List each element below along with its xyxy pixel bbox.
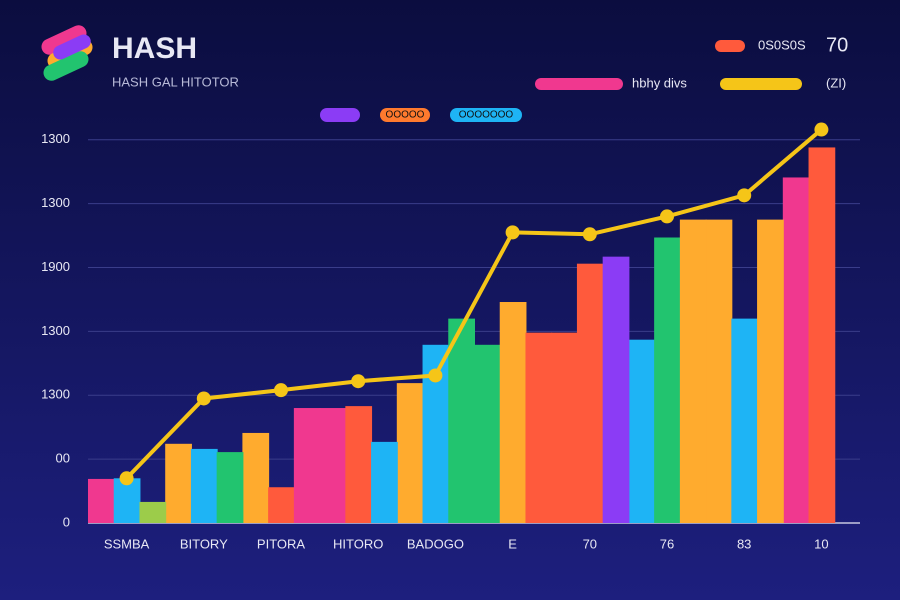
bar [576,263,604,523]
bar [319,408,347,523]
bar [293,408,321,523]
bar [474,344,501,523]
legend-pill [320,108,360,122]
legend-label: 0S0S0S [758,37,806,52]
logo [41,25,93,81]
bar [602,256,630,523]
x-tick-label: PITORA [257,536,305,551]
bar [628,339,656,523]
bar [165,443,192,523]
legend-label: (ZI) [826,75,846,90]
legend-pill [380,108,430,122]
x-tick-label: BADOGO [407,536,464,551]
bar [190,448,218,523]
x-tick-label: 76 [660,536,674,551]
y-tick-label: 1300 [41,323,70,338]
bar [268,487,295,523]
x-tick-label: 83 [737,536,751,551]
line-point [582,227,597,242]
bar [551,332,578,523]
legend-swatch [720,78,802,90]
x-tick-label: 10 [814,536,828,551]
bar [113,478,141,523]
bar [448,318,475,523]
line [125,128,823,480]
chart-title: HASH [112,32,197,65]
line-point [814,122,829,137]
legend-swatch [535,78,623,90]
x-tick-label: SSMBA [104,536,150,551]
bar [679,219,707,523]
x-tick-label: BITORY [180,536,228,551]
bar [808,147,836,523]
line-point [196,391,211,406]
legend-swatch [715,40,745,52]
bar [216,452,244,523]
bar [88,478,115,523]
bar [371,441,398,523]
y-tick-label: 0 [63,514,70,529]
x-tick-label: 70 [583,536,597,551]
y-tick-label: 1900 [41,259,70,274]
bar [396,383,424,523]
line-point [737,188,752,203]
bar [242,432,270,523]
legend-pill-label: OOOOO [386,110,425,121]
legend-pill [450,108,522,122]
bar [782,177,810,523]
bar [731,318,759,523]
bar [499,302,527,523]
bar [757,219,784,523]
annotation: 70 [826,34,848,56]
y-tick-label: 1300 [41,131,70,146]
y-tick-label: 1300 [41,195,70,210]
y-tick-label: 1300 [41,387,70,402]
line-point [351,374,366,389]
line-point [274,383,288,398]
line-point [505,225,520,240]
bar [705,219,733,523]
legend-label: hbhy divs [632,75,687,90]
y-tick-label: 00 [56,451,70,466]
bar [345,406,373,523]
x-tick-label: E [508,536,517,551]
line-point [660,209,674,224]
line-point [119,471,134,486]
bar [525,332,553,523]
chart-subtitle: HASH GAL HITOTOR [112,74,239,89]
bar [654,237,681,524]
x-tick-label: HITORO [333,536,383,551]
bar [139,501,167,523]
line-point [428,368,443,383]
legend-pill-label: OOOOOOO [459,110,514,121]
